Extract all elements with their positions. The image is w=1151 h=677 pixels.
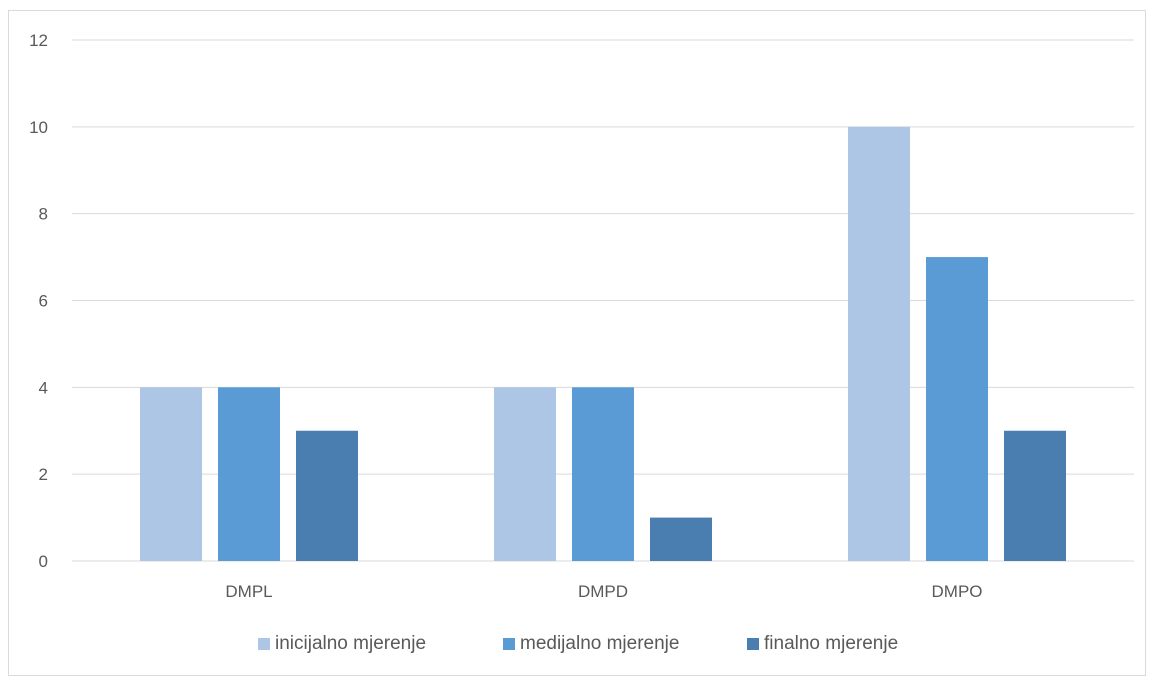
bar-dmpl-series-0 bbox=[140, 387, 202, 561]
x-tick-label: DMPO bbox=[932, 582, 983, 601]
legend-swatch bbox=[503, 638, 515, 650]
legend-label: finalno mjerenje bbox=[764, 633, 898, 654]
bars bbox=[140, 126, 1066, 561]
y-tick-label: 4 bbox=[39, 378, 48, 397]
bar-dmpo-series-0 bbox=[848, 126, 910, 561]
y-tick-label: 6 bbox=[39, 292, 48, 311]
bar-dmpl-series-1 bbox=[218, 387, 280, 561]
x-tick-label: DMPL bbox=[225, 582, 272, 601]
bar-dmpo-series-2 bbox=[1004, 430, 1066, 561]
x-axis-ticks: DMPL DMPD DMPO bbox=[225, 582, 982, 601]
y-tick-label: 0 bbox=[39, 552, 48, 571]
y-tick-label: 2 bbox=[39, 465, 48, 484]
bar-dmpl-series-2 bbox=[296, 430, 358, 561]
x-tick-label: DMPD bbox=[578, 582, 628, 601]
bar-dmpd-series-2 bbox=[650, 517, 712, 561]
y-tick-label: 12 bbox=[29, 31, 48, 50]
bar-dmpd-series-0 bbox=[494, 387, 556, 561]
bar-dmpo-series-1 bbox=[926, 257, 988, 561]
legend-label: medijalno mjerenje bbox=[520, 633, 679, 654]
legend: inicijalno mjerenje medijalno mjerenje fin… bbox=[258, 633, 898, 654]
legend-swatch bbox=[747, 638, 759, 650]
y-axis-ticks: 0 2 4 6 8 10 12 bbox=[29, 31, 48, 571]
y-tick-label: 10 bbox=[29, 118, 48, 137]
y-tick-label: 8 bbox=[39, 205, 48, 224]
legend-swatch bbox=[258, 638, 270, 650]
legend-label: inicijalno mjerenje bbox=[275, 633, 426, 654]
bar-dmpd-series-1 bbox=[572, 387, 634, 561]
